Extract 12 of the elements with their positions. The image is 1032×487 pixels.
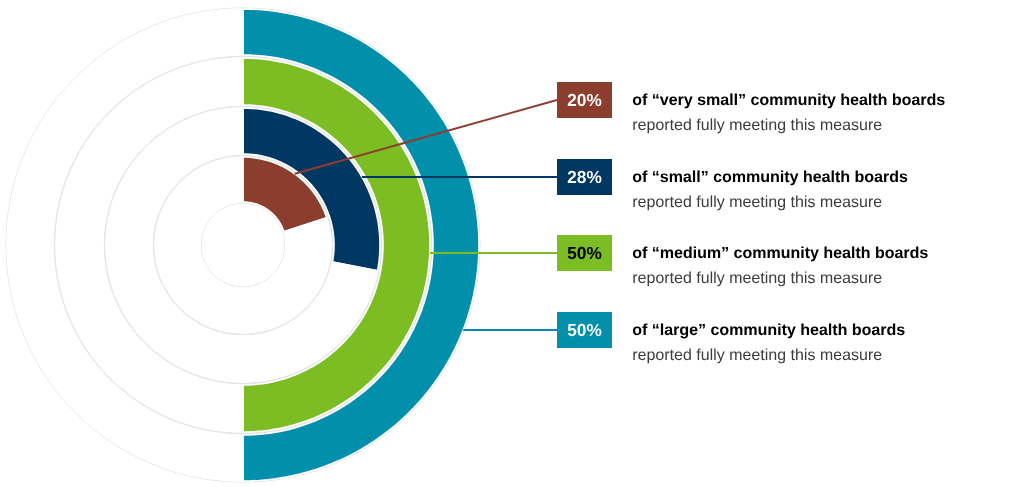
legend-label: of “medium” community health boards	[632, 246, 928, 262]
text: reported fully meeting this measure	[633, 271, 882, 287]
legend-label: of “very small” community health boards	[632, 93, 945, 109]
text: reported fully meeting this measure	[633, 118, 882, 134]
text: reported fully meeting this measure	[633, 195, 882, 211]
data-label: 50%	[567, 323, 602, 337]
legend-label: of “small” community health boards	[632, 170, 908, 186]
data-label: 20%	[567, 93, 602, 107]
data-label: 50%	[567, 246, 602, 260]
data-label: 28%	[567, 170, 602, 184]
legend-label: of “large” community health boards	[632, 323, 905, 339]
text: reported fully meeting this measure	[633, 348, 882, 364]
